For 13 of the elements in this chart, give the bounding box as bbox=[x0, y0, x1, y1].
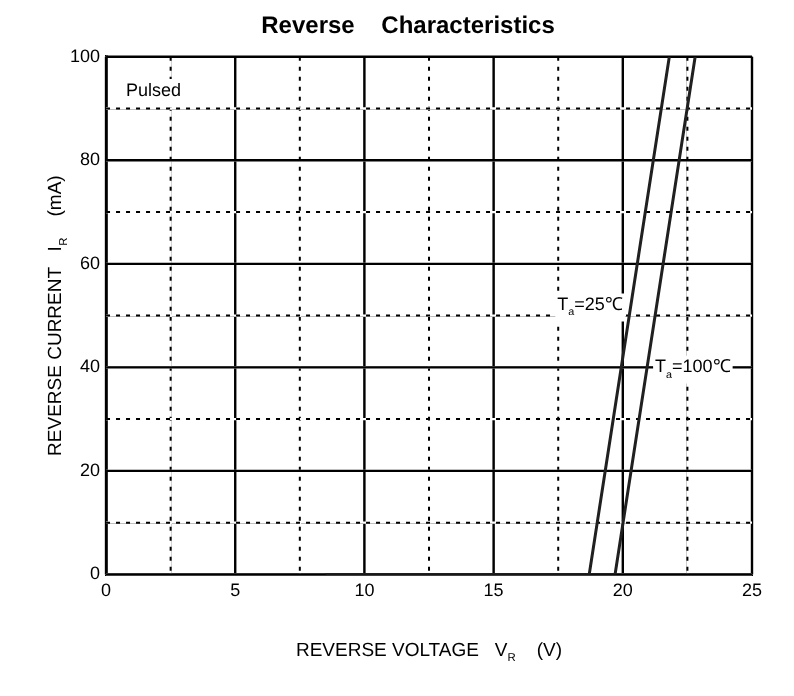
y-tick-label: 60 bbox=[80, 252, 101, 273]
x-tick-label: 25 bbox=[741, 580, 763, 601]
y-tick-label: 20 bbox=[80, 459, 101, 480]
x-tick-label: 15 bbox=[483, 580, 504, 601]
chart-title: Reverse Characteristics bbox=[261, 11, 556, 40]
annotation: Pulsed bbox=[126, 79, 182, 100]
x-tick-label: 20 bbox=[612, 580, 633, 601]
y-tick-label: 80 bbox=[80, 149, 101, 170]
y-tick-label: 100 bbox=[69, 45, 101, 66]
x-tick-label: 5 bbox=[230, 580, 241, 601]
y-tick-label: 0 bbox=[90, 563, 101, 584]
y-tick-label: 40 bbox=[80, 356, 101, 377]
x-tick-label: 10 bbox=[354, 580, 375, 601]
